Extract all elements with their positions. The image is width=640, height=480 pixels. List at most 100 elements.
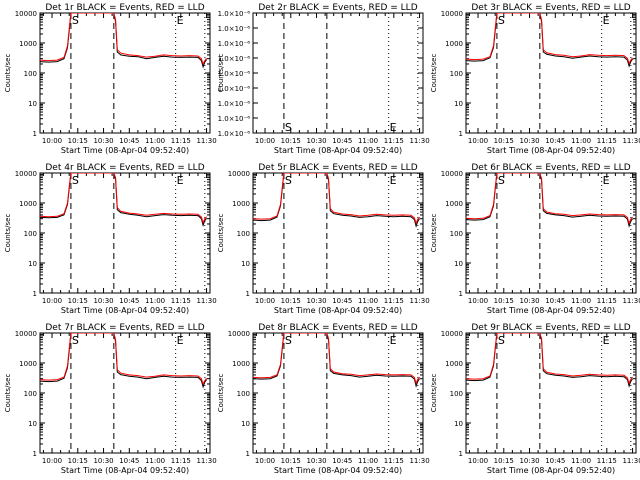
x-tick-label: 11:15 [384, 137, 404, 145]
y-tick-label: 1 [246, 450, 250, 458]
x-tick-label: 10:00 [468, 297, 488, 305]
y-tick-label: 100 [24, 230, 37, 238]
panel-title: Det 2r BLACK = Events, RED = LLD [258, 3, 417, 13]
marker-label: E [390, 334, 397, 347]
panel-2: Det 2r BLACK = Events, RED = LLD Counts/s… [217, 3, 430, 155]
x-tick-label: 10:30 [306, 457, 326, 465]
x-tick-label: 11:00 [571, 297, 591, 305]
x-tick-label: 10:15 [68, 297, 88, 305]
x-tick-label: 10:45 [545, 457, 565, 465]
panel-title: Det 9r BLACK = Events, RED = LLD [471, 323, 630, 333]
panel-title: Det 7r BLACK = Events, RED = LLD [45, 323, 204, 333]
x-tick-label: 11:30 [196, 297, 216, 305]
y-tick-label: 1000 [19, 200, 37, 208]
y-tick-label: 100 [450, 390, 463, 398]
panel-3: Det 3r BLACK = Events, RED = LLD Counts/s… [430, 3, 640, 155]
series-lld [40, 13, 207, 66]
series-lld [253, 333, 420, 385]
series-lld [253, 173, 420, 225]
plot-frame [252, 12, 424, 134]
x-tick-label: 10:15 [494, 137, 514, 145]
y-tick-label: 100 [237, 390, 250, 398]
x-tick-label: 10:30 [519, 297, 539, 305]
marker-label: S [285, 334, 292, 347]
y-axis-label: Counts/sec [4, 214, 12, 253]
x-tick-label: 11:00 [145, 297, 165, 305]
y-axis-label: Counts/sec [430, 374, 438, 413]
y-tick-label: 10 [454, 100, 463, 108]
panel-5: Det 5r BLACK = Events, RED = LLD Counts/s… [217, 163, 430, 315]
y-tick-label: 100 [24, 70, 37, 78]
x-tick-label: 11:00 [358, 137, 378, 145]
x-tick-label: 10:45 [332, 137, 352, 145]
x-axis-label: Start Time (08-Apr-04 09:52:40) [274, 146, 402, 155]
x-tick-label: 10:00 [468, 457, 488, 465]
y-tick-label: 10000 [441, 170, 463, 178]
x-tick-label: 10:45 [545, 297, 565, 305]
x-tick-label: 10:00 [468, 137, 488, 145]
marker-label: E [603, 334, 610, 347]
x-tick-label: 10:15 [68, 457, 88, 465]
y-tick-label: 1 [33, 130, 37, 138]
marker-label: E [177, 174, 184, 187]
marker-label: S [285, 121, 292, 134]
x-tick-label: 10:15 [281, 137, 301, 145]
y-axis-label: Counts/sec [430, 214, 438, 253]
y-tick-label: 10 [241, 260, 250, 268]
x-tick-label: 10:45 [119, 457, 139, 465]
plot-frame [465, 332, 637, 454]
y-tick-label: 1 [459, 450, 463, 458]
x-tick-label: 10:30 [93, 297, 113, 305]
y-tick-label: 1.0×10⁻⁶ [218, 40, 251, 48]
marker-label: E [390, 121, 397, 134]
x-tick-label: 10:15 [281, 297, 301, 305]
x-tick-label: 10:15 [494, 457, 514, 465]
x-tick-label: 10:15 [281, 457, 301, 465]
x-axis-label: Start Time (08-Apr-04 09:52:40) [487, 146, 615, 155]
marker-label: S [72, 14, 79, 27]
x-tick-label: 10:30 [93, 457, 113, 465]
y-axis-label: Counts/sec [217, 54, 225, 93]
marker-label: S [498, 14, 505, 27]
y-tick-label: 1.0×10⁻⁶ [218, 55, 251, 63]
x-tick-label: 11:15 [171, 137, 191, 145]
x-tick-label: 10:00 [255, 297, 275, 305]
x-tick-label: 10:00 [255, 457, 275, 465]
marker-label: S [498, 174, 505, 187]
y-axis-label: Counts/sec [4, 54, 12, 93]
marker-label: E [390, 174, 397, 187]
x-tick-label: 11:15 [384, 457, 404, 465]
y-tick-label: 10000 [441, 330, 463, 338]
panel-8: Det 8r BLACK = Events, RED = LLD Counts/s… [217, 323, 430, 475]
y-tick-label: 10 [28, 420, 37, 428]
y-tick-label: 10000 [441, 10, 463, 18]
y-axis-label: Counts/sec [217, 214, 225, 253]
y-tick-label: 10000 [228, 330, 250, 338]
marker-label: E [177, 14, 184, 27]
x-tick-label: 10:30 [306, 297, 326, 305]
marker-label: S [72, 174, 79, 187]
marker-label: S [498, 334, 505, 347]
panel-title: Det 8r BLACK = Events, RED = LLD [258, 323, 417, 333]
panel-title: Det 1r BLACK = Events, RED = LLD [45, 3, 204, 13]
x-tick-label: 11:15 [384, 297, 404, 305]
x-tick-label: 11:15 [597, 137, 617, 145]
y-axis-label: Counts/sec [4, 374, 12, 413]
x-tick-label: 10:45 [545, 137, 565, 145]
y-tick-label: 1.0×10⁻⁶ [218, 130, 251, 138]
x-tick-label: 10:30 [93, 137, 113, 145]
x-axis-label: Start Time (08-Apr-04 09:52:40) [61, 306, 189, 315]
marker-label: S [285, 174, 292, 187]
x-tick-label: 11:00 [145, 457, 165, 465]
x-tick-label: 10:30 [519, 137, 539, 145]
series-lld [466, 173, 633, 225]
x-tick-label: 11:15 [171, 457, 191, 465]
x-tick-label: 11:30 [622, 297, 640, 305]
marker-label: E [603, 14, 610, 27]
y-tick-label: 10000 [228, 170, 250, 178]
y-tick-label: 1.0×10⁻⁶ [218, 25, 251, 33]
marker-label: S [72, 334, 79, 347]
y-tick-label: 1000 [19, 360, 37, 368]
x-tick-label: 11:30 [622, 137, 640, 145]
